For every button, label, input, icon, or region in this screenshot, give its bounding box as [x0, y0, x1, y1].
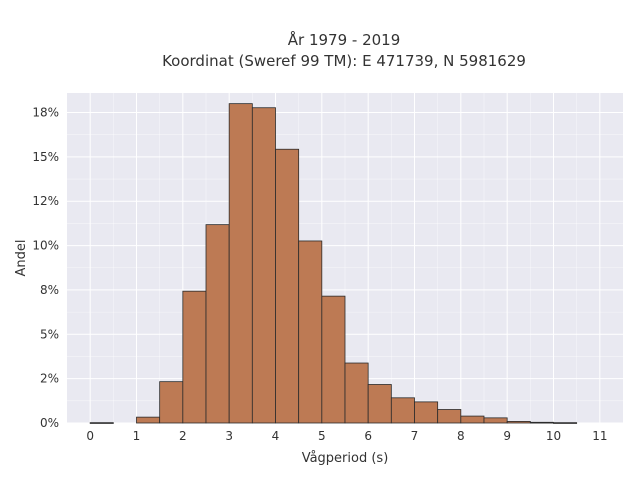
histogram-bar [136, 416, 161, 424]
histogram-bar [437, 409, 462, 424]
x-tick-label: 6 [364, 429, 372, 443]
y-tick-label: 10% [32, 239, 59, 253]
x-tick-label: 11 [592, 429, 607, 443]
chart-title-line2: Koordinat (Sweref 99 TM): E 471739, N 59… [162, 52, 526, 70]
histogram-bar [367, 384, 392, 424]
y-tick-label: 0% [40, 416, 59, 430]
histogram-bar [298, 240, 323, 424]
histogram-bar [483, 417, 508, 424]
histogram-bar [344, 362, 369, 424]
x-tick-label: 7 [411, 429, 419, 443]
x-tick-label: 4 [272, 429, 280, 443]
histogram-bar [159, 381, 184, 424]
x-tick-label: 5 [318, 429, 326, 443]
x-tick-label: 8 [457, 429, 465, 443]
histogram-bar [460, 415, 485, 424]
histogram-bar [390, 397, 415, 424]
histogram-bar [553, 422, 578, 424]
y-tick-label: 12% [32, 194, 59, 208]
histogram-bar [275, 148, 300, 424]
x-axis-ticks: 0 1 2 3 4 5 6 7 8 9 10 11 [86, 429, 607, 443]
y-tick-label: 8% [40, 283, 59, 297]
x-tick-label: 0 [86, 429, 94, 443]
x-tick-label: 3 [225, 429, 233, 443]
histogram-bar [182, 290, 207, 424]
grid [67, 93, 623, 424]
histogram-bar [205, 224, 230, 424]
histogram-bar [506, 421, 531, 424]
y-tick-label: 18% [32, 106, 59, 120]
x-tick-label: 1 [133, 429, 141, 443]
x-axis-label: Vågperiod (s) [302, 451, 389, 466]
y-tick-label: 5% [40, 327, 59, 341]
bars [89, 103, 578, 424]
histogram-bar [251, 107, 276, 424]
y-tick-label: 15% [32, 150, 59, 164]
x-tick-label: 9 [503, 429, 511, 443]
histogram-bar [89, 422, 114, 424]
histogram-bar [228, 103, 253, 424]
y-axis-label: Andel [14, 240, 29, 277]
x-tick-label: 2 [179, 429, 187, 443]
y-tick-label: 2% [40, 372, 59, 386]
histogram-bar [321, 295, 346, 424]
histogram-bar [529, 421, 554, 424]
x-tick-label: 10 [546, 429, 561, 443]
histogram-bar [414, 401, 439, 424]
chart-title-line1: År 1979 - 2019 [288, 30, 401, 49]
y-axis-ticks: 0% 2% 5% 8% 10% 12% 15% 18% [32, 106, 59, 430]
